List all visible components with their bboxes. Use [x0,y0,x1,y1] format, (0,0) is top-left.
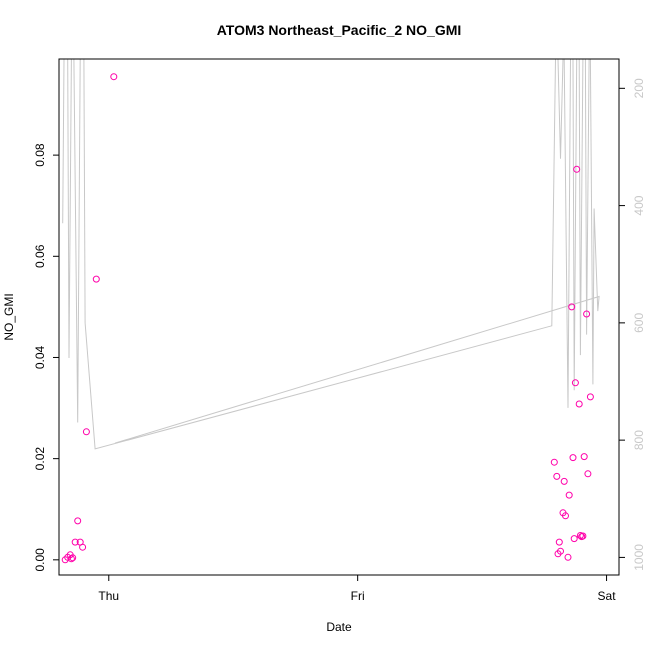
data-point [565,491,573,499]
data-point [571,379,579,387]
data-point [579,532,587,540]
data-point [555,538,563,546]
y-axis-right: 200 400 600 800 1000 [619,78,646,571]
data-point [584,470,592,478]
data-points-layer [61,73,594,564]
data-point [79,543,87,551]
x-axis: Thu Fri Sat [98,575,616,603]
y-axis-label: NO_GMI [2,293,16,340]
data-point [67,555,75,563]
data-point [564,553,572,561]
x-tick-label: Fri [351,589,365,603]
data-point [583,310,591,318]
data-point [562,512,569,520]
data-point [71,538,79,546]
data-point [82,428,90,436]
data-point [74,517,82,525]
data-point [569,454,577,462]
data-point [586,393,594,401]
data-point [550,458,558,466]
data-point [110,73,118,81]
x-tick-label: Sat [598,589,617,603]
y2-tick-label: 1000 [632,544,646,571]
y-tick-label: 0.00 [33,548,47,572]
y2-tick-label: 400 [632,195,646,215]
data-point [573,165,581,173]
secondary-series-line [62,59,600,450]
data-point [557,547,564,555]
data-point [92,275,100,283]
x-axis-label: Date [326,620,352,634]
y-axis-left: 0.00 0.02 0.04 0.06 0.08 [33,143,59,572]
data-point [575,400,583,408]
x-tick-label: Thu [98,589,119,603]
chart-title: ATOM3 Northeast_Pacific_2 NO_GMI [217,22,462,38]
data-point [560,477,568,485]
data-point [570,535,578,543]
data-point [580,453,588,461]
data-point [568,303,576,311]
data-point [576,532,584,539]
data-point [553,472,561,480]
y-tick-label: 0.08 [33,143,47,167]
y-tick-label: 0.04 [33,345,47,369]
y-tick-label: 0.02 [33,447,47,471]
plot-frame [58,58,620,576]
secondary-series-line-layer [62,59,600,450]
y2-tick-label: 200 [632,78,646,98]
data-point [69,554,77,562]
y2-tick-label: 800 [632,430,646,450]
y2-tick-label: 600 [632,313,646,333]
y-tick-label: 0.06 [33,244,47,268]
